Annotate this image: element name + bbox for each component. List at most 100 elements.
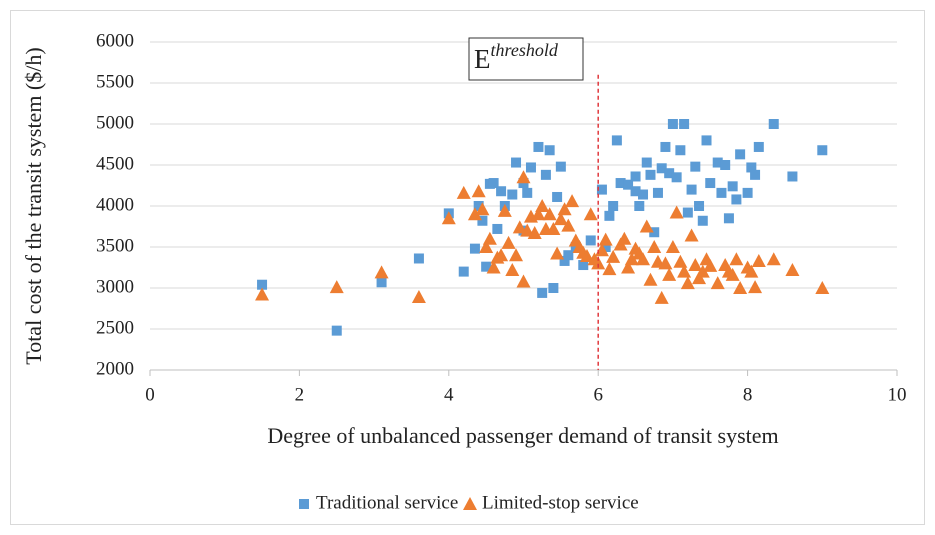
y-tick-label: 5000: [96, 112, 134, 133]
square-marker: [667, 119, 678, 129]
triangle-marker: [475, 202, 490, 216]
triangle-marker: [579, 249, 594, 263]
triangle-marker: [748, 280, 763, 294]
square-marker: [630, 171, 641, 182]
square-marker: [746, 162, 757, 173]
triangle-marker: [639, 219, 654, 233]
square-marker: [578, 260, 589, 271]
square-marker: [723, 213, 734, 224]
triangle-marker: [542, 207, 557, 221]
triangle-marker: [411, 290, 426, 304]
y-tick-label: 2500: [96, 317, 134, 338]
triangle-marker: [591, 256, 606, 270]
square-marker: [720, 160, 731, 170]
x-tick-label: 4: [444, 384, 454, 405]
triangle-marker: [501, 235, 516, 249]
square-marker: [596, 184, 607, 195]
triangle-marker: [441, 211, 456, 225]
square-marker: [645, 169, 656, 180]
triangle-marker: [636, 252, 651, 266]
square-marker: [679, 119, 690, 129]
y-tick-label: 2000: [96, 358, 134, 379]
triangle-marker: [751, 253, 766, 267]
square-marker: [469, 243, 480, 254]
y-tick-label: 3000: [96, 276, 134, 297]
square-marker: [652, 187, 663, 198]
triangle-marker: [467, 207, 482, 221]
square-marker: [488, 178, 499, 189]
triangle-marker: [692, 271, 707, 285]
square-marker: [634, 201, 645, 211]
square-marker: [641, 157, 652, 168]
triangle-marker: [494, 248, 509, 262]
x-tick-label: 8: [743, 384, 753, 405]
square-marker: [716, 187, 727, 198]
triangle-marker: [665, 240, 680, 253]
triangle-marker: [602, 262, 617, 276]
legend-label: Traditional service: [316, 492, 458, 513]
square-marker: [742, 187, 753, 198]
triangle-marker: [744, 264, 759, 278]
square-marker: [608, 201, 619, 211]
y-tick-label: 4000: [96, 194, 134, 215]
annotation-label: Ethreshold: [474, 40, 559, 74]
square-marker: [511, 157, 522, 168]
triangle-marker: [553, 212, 568, 226]
triangle-marker: [647, 240, 662, 253]
triangle-marker: [680, 276, 695, 290]
square-marker: [705, 178, 716, 189]
square-marker: [533, 141, 544, 152]
square-marker: [727, 181, 738, 192]
square-marker: [477, 215, 488, 226]
triangle-marker: [546, 221, 561, 235]
triangle-marker: [725, 267, 740, 281]
square-marker: [753, 141, 764, 152]
triangle-marker: [669, 205, 684, 219]
square-marker: [585, 235, 596, 246]
square-marker: [701, 135, 712, 146]
square-marker: [600, 242, 611, 252]
triangle-marker: [561, 218, 576, 232]
square-marker: [638, 189, 649, 200]
triangle-marker: [516, 274, 531, 288]
triangle-marker: [479, 240, 494, 253]
y-tick-label: 6000: [96, 30, 134, 51]
square-marker: [712, 157, 723, 168]
square-marker: [682, 207, 693, 218]
triangle-marker: [583, 207, 598, 221]
triangle-marker: [486, 260, 501, 274]
square-marker: [548, 283, 559, 293]
triangle-marker: [710, 276, 725, 290]
triangle-marker: [535, 199, 550, 212]
square-marker: [768, 119, 779, 129]
square-marker: [649, 227, 660, 238]
triangle-marker: [766, 252, 781, 266]
square-marker: [540, 169, 551, 180]
triangle-marker: [527, 226, 542, 240]
triangle-marker: [531, 207, 546, 221]
square-marker: [660, 141, 671, 152]
annotation-main: E: [474, 44, 491, 74]
square-marker: [817, 145, 828, 156]
triangle-marker: [374, 265, 389, 279]
square-marker: [525, 162, 536, 173]
triangle-marker: [688, 258, 703, 272]
square-marker: [735, 149, 746, 160]
square-marker: [299, 499, 309, 509]
triangle-marker: [785, 262, 800, 276]
x-tick-label: 6: [593, 384, 603, 405]
square-marker: [604, 210, 615, 221]
square-marker: [559, 255, 570, 266]
square-marker: [623, 179, 634, 190]
square-marker: [664, 168, 675, 179]
triangle-marker: [598, 232, 613, 246]
triangle-marker: [621, 260, 636, 274]
y-axis-label: Total cost of the transit system ($/h): [21, 47, 46, 364]
square-marker: [787, 171, 798, 182]
y-tick-label: 4500: [96, 153, 134, 174]
x-tick-label: 10: [888, 384, 907, 405]
triangle-marker: [695, 264, 710, 278]
x-tick-label: 2: [295, 384, 305, 405]
annotation-box: [468, 37, 584, 81]
